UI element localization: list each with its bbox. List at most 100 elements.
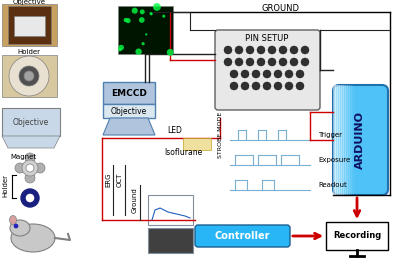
Circle shape xyxy=(150,13,153,15)
Circle shape xyxy=(246,58,254,66)
Circle shape xyxy=(142,42,145,45)
Circle shape xyxy=(263,70,271,78)
Circle shape xyxy=(241,82,249,90)
Circle shape xyxy=(246,46,254,54)
Bar xyxy=(337,85,340,195)
Text: Trigger: Trigger xyxy=(318,132,342,138)
Bar xyxy=(2,4,57,46)
Bar xyxy=(339,85,342,195)
Circle shape xyxy=(162,15,165,18)
Circle shape xyxy=(25,193,35,203)
Bar xyxy=(345,85,348,195)
Circle shape xyxy=(150,12,152,15)
Text: ERG: ERG xyxy=(105,173,111,187)
Text: OCT: OCT xyxy=(117,173,123,187)
Text: GROUND: GROUND xyxy=(261,4,299,12)
Text: Holder: Holder xyxy=(18,49,40,55)
Bar xyxy=(148,228,193,253)
Circle shape xyxy=(241,70,249,78)
Circle shape xyxy=(35,163,45,173)
Text: Objective: Objective xyxy=(111,106,147,116)
Circle shape xyxy=(118,45,124,51)
Text: Isoflurane: Isoflurane xyxy=(164,147,202,156)
Circle shape xyxy=(140,9,145,14)
Text: Controller: Controller xyxy=(214,231,270,241)
Circle shape xyxy=(274,70,282,78)
Ellipse shape xyxy=(11,224,55,252)
Bar xyxy=(8,6,51,44)
Circle shape xyxy=(290,58,298,66)
Circle shape xyxy=(15,163,25,173)
Circle shape xyxy=(153,3,161,11)
Bar xyxy=(351,85,354,195)
Bar xyxy=(183,138,211,150)
Circle shape xyxy=(145,33,148,35)
Circle shape xyxy=(126,18,131,23)
Text: LED: LED xyxy=(168,126,182,134)
Bar xyxy=(341,85,344,195)
Circle shape xyxy=(230,82,238,90)
Circle shape xyxy=(268,46,276,54)
Circle shape xyxy=(235,46,243,54)
Circle shape xyxy=(279,46,287,54)
FancyBboxPatch shape xyxy=(333,85,388,195)
Text: STROBE MODE: STROBE MODE xyxy=(218,112,224,158)
Circle shape xyxy=(263,82,271,90)
Circle shape xyxy=(14,224,18,228)
Circle shape xyxy=(26,164,34,172)
Text: Exposure: Exposure xyxy=(318,157,350,163)
Circle shape xyxy=(235,58,243,66)
Polygon shape xyxy=(2,136,60,148)
Text: Objective: Objective xyxy=(13,118,49,126)
Text: Magnet: Magnet xyxy=(10,154,36,160)
Text: Holder: Holder xyxy=(2,174,8,197)
Circle shape xyxy=(296,82,304,90)
Text: PIN SETUP: PIN SETUP xyxy=(245,33,289,42)
Circle shape xyxy=(301,58,309,66)
Circle shape xyxy=(118,48,122,52)
Text: EMCCD: EMCCD xyxy=(111,89,147,97)
Circle shape xyxy=(21,189,39,207)
Bar xyxy=(103,82,155,104)
Circle shape xyxy=(25,173,35,183)
Bar xyxy=(2,55,57,97)
Text: ARDUINO: ARDUINO xyxy=(355,111,365,169)
Circle shape xyxy=(274,82,282,90)
Circle shape xyxy=(285,82,293,90)
Text: Readout: Readout xyxy=(318,182,347,188)
Text: Objective: Objective xyxy=(12,0,46,5)
Circle shape xyxy=(290,46,298,54)
Circle shape xyxy=(268,58,276,66)
Ellipse shape xyxy=(10,220,30,236)
Circle shape xyxy=(296,70,304,78)
Ellipse shape xyxy=(10,215,16,225)
Circle shape xyxy=(136,48,142,55)
Text: Ground: Ground xyxy=(132,187,138,213)
Circle shape xyxy=(167,49,174,56)
Bar xyxy=(335,85,338,195)
Circle shape xyxy=(9,56,49,96)
Bar xyxy=(2,108,60,136)
Bar xyxy=(349,85,352,195)
Circle shape xyxy=(25,153,35,163)
Bar xyxy=(343,85,346,195)
Circle shape xyxy=(252,70,260,78)
Text: Recording: Recording xyxy=(333,232,381,241)
Circle shape xyxy=(252,82,260,90)
FancyBboxPatch shape xyxy=(215,30,320,110)
Circle shape xyxy=(22,160,38,176)
Circle shape xyxy=(301,46,309,54)
Circle shape xyxy=(224,46,232,54)
FancyBboxPatch shape xyxy=(195,225,290,247)
Circle shape xyxy=(257,46,265,54)
Polygon shape xyxy=(103,118,155,135)
Bar xyxy=(333,85,336,195)
Circle shape xyxy=(24,71,34,81)
Circle shape xyxy=(224,58,232,66)
Bar xyxy=(326,222,388,250)
Circle shape xyxy=(124,18,128,22)
Bar xyxy=(14,16,45,36)
Bar xyxy=(347,85,350,195)
Circle shape xyxy=(19,66,39,86)
Circle shape xyxy=(257,58,265,66)
